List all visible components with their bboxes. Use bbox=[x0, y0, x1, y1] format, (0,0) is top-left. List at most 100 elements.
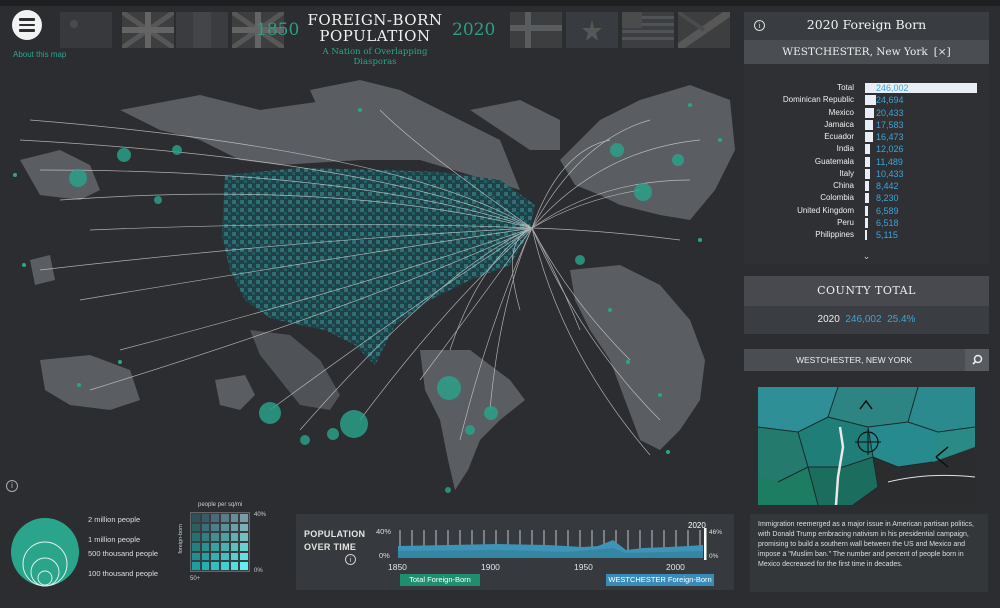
county-locator-map[interactable] bbox=[758, 387, 975, 505]
birthplace-row[interactable]: Total 246,002 bbox=[744, 82, 989, 94]
timeline-y-bottom: 0% bbox=[379, 551, 390, 560]
about-link[interactable]: About this map bbox=[13, 50, 67, 59]
timeline-title: POPULATION OVER TIME bbox=[304, 529, 366, 552]
birthplace-bar bbox=[865, 107, 875, 118]
county-total-value: 246,002 bbox=[845, 314, 882, 325]
birthplace-bar bbox=[865, 193, 869, 204]
birthplace-name: China bbox=[833, 181, 854, 190]
title-line1: FOREIGN-BORN bbox=[307, 11, 443, 29]
legend-label: 100 thousand people bbox=[88, 569, 159, 578]
flag-tile[interactable] bbox=[230, 9, 286, 51]
birthplace-row[interactable]: Italy 10,433 bbox=[744, 168, 989, 180]
end-year[interactable]: 2020 bbox=[452, 20, 496, 40]
county-search-input[interactable]: WESTCHESTER, NEW YORK bbox=[795, 355, 913, 365]
era-description: Immigration reemerged as a major issue i… bbox=[750, 514, 988, 592]
circle-legend-graphic bbox=[11, 518, 79, 587]
birthplace-bar bbox=[865, 168, 870, 179]
county-total-row: 2020 246,002 25.4% bbox=[744, 306, 989, 334]
menu-button[interactable] bbox=[12, 10, 42, 40]
timeline-current-zero: 0% bbox=[709, 553, 719, 560]
county-foreign-born-pill[interactable]: WESTCHESTER Foreign-Born bbox=[606, 574, 714, 586]
birthplace-row[interactable]: Jamaica 17,583 bbox=[744, 119, 989, 131]
density-bottom-pct: 0% bbox=[254, 568, 263, 574]
county-name: WESTCHESTER, New York bbox=[782, 46, 928, 58]
population-timeline: POPULATION OVER TIME i 40% 0% bbox=[296, 514, 734, 590]
density-grid bbox=[190, 512, 250, 572]
panel-info-icon[interactable]: i bbox=[754, 20, 765, 31]
hamburger-icon bbox=[19, 23, 35, 27]
chevron-down-icon[interactable]: ⌄ bbox=[862, 251, 871, 261]
total-foreign-born-pill[interactable]: Total Foreign-Born bbox=[400, 574, 480, 586]
birthplace-value: 17,583 bbox=[876, 119, 904, 130]
birthplace-row[interactable]: Mexico 20,433 bbox=[744, 107, 989, 119]
birthplace-row[interactable]: Dominican Republic 24,694 bbox=[744, 94, 989, 106]
density-bottom-left: 50+ bbox=[190, 576, 201, 582]
birthplace-row[interactable]: India 12,026 bbox=[744, 143, 989, 155]
flag-tile[interactable] bbox=[622, 12, 674, 48]
flag-tile[interactable] bbox=[675, 8, 733, 52]
close-county-button[interactable]: [×] bbox=[933, 46, 951, 58]
birthplace-row[interactable]: Guatemala 11,489 bbox=[744, 156, 989, 168]
crosshair-icon bbox=[855, 429, 881, 455]
flag-strip bbox=[60, 8, 740, 52]
birthplace-value: 12,026 bbox=[876, 144, 904, 155]
birthplace-row[interactable]: Peru 6,518 bbox=[744, 217, 989, 229]
timeline-current-pct: 46% bbox=[709, 529, 722, 536]
timeline-x-tick: 1950 bbox=[574, 562, 593, 572]
county-total-year: 2020 bbox=[817, 314, 840, 325]
county-header: WESTCHESTER, New York [×] bbox=[744, 40, 989, 64]
flag-tile[interactable] bbox=[566, 12, 618, 48]
birthplace-value: 24,694 bbox=[876, 95, 904, 106]
birthplace-bar bbox=[865, 156, 871, 167]
legend-label: 500 thousand people bbox=[88, 549, 159, 558]
birthplace-row[interactable]: Philippines 5,115 bbox=[744, 229, 989, 241]
hamburger-icon bbox=[19, 29, 35, 32]
timeline-x-tick: 1850 bbox=[388, 562, 407, 572]
county-search[interactable]: WESTCHESTER, NEW YORK bbox=[744, 349, 989, 371]
birthplace-name: Peru bbox=[837, 217, 854, 227]
flag-tile[interactable] bbox=[120, 9, 176, 51]
birthplace-name: Philippines bbox=[815, 230, 854, 239]
birthplace-name: Jamaica bbox=[824, 119, 854, 129]
density-title: people per sq/mi bbox=[198, 502, 243, 508]
birthplace-name: Mexico bbox=[828, 107, 854, 117]
page-subtitle: A Nation of Overlapping Diasporas bbox=[322, 47, 428, 67]
timeline-info-icon[interactable]: i bbox=[345, 554, 356, 565]
birthplace-name: Total bbox=[837, 83, 854, 92]
county-total-header: COUNTY TOTAL bbox=[744, 276, 989, 306]
birthplace-value: 246,002 bbox=[876, 83, 909, 93]
density-top-pct: 40% bbox=[254, 512, 267, 518]
top-strip bbox=[0, 0, 1000, 6]
map-info-icon[interactable]: i bbox=[6, 480, 18, 492]
circle-size-legend: 2 million people 1 million people 500 th… bbox=[10, 512, 160, 592]
birthplace-value: 6,518 bbox=[876, 217, 899, 228]
flag-tile[interactable] bbox=[510, 12, 562, 48]
timeline-x-tick: 1900 bbox=[481, 562, 500, 572]
birthplace-value: 16,473 bbox=[876, 132, 904, 142]
search-icon bbox=[972, 354, 983, 365]
birthplace-bar bbox=[865, 217, 868, 228]
start-year[interactable]: 1850 bbox=[256, 20, 300, 40]
birthplace-bar bbox=[865, 95, 877, 106]
county-total-pct: 25.4% bbox=[887, 314, 916, 325]
birthplace-row[interactable]: Colombia 8,230 bbox=[744, 192, 989, 204]
search-button[interactable] bbox=[965, 349, 989, 371]
birthplace-name: Guatemala bbox=[814, 156, 854, 166]
flag-tile[interactable] bbox=[176, 12, 228, 48]
birthplace-value: 5,115 bbox=[876, 230, 898, 240]
birthplace-bar bbox=[865, 132, 873, 142]
timeline-x-tick: 2000 bbox=[666, 562, 685, 572]
flag-tile[interactable] bbox=[60, 12, 112, 48]
birthplace-name: India bbox=[836, 144, 854, 154]
birthplace-name: Italy bbox=[839, 168, 854, 178]
birthplace-row[interactable]: United Kingdom 6,589 bbox=[744, 205, 989, 217]
birthplace-value: 11,489 bbox=[876, 156, 903, 167]
world-map[interactable] bbox=[0, 56, 740, 506]
timeline-chart[interactable]: 40% 0% 2020 46% 0% 1850 bbox=[368, 518, 728, 588]
birthplace-value: 6,589 bbox=[876, 205, 899, 216]
birthplace-row[interactable]: China 8,442 bbox=[744, 180, 989, 192]
birthplace-row[interactable]: Ecuador 16,473 bbox=[744, 131, 989, 143]
legend-label: 1 million people bbox=[88, 535, 141, 544]
birthplace-name: Colombia bbox=[820, 193, 854, 203]
panel-title: 2020 Foreign Born bbox=[806, 17, 927, 32]
